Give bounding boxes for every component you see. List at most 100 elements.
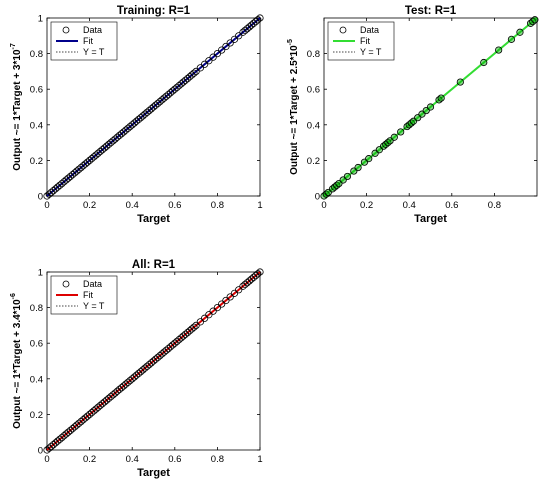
data-point [75,419,83,427]
data-point [81,160,89,168]
data-point [88,155,96,163]
data-point [128,121,136,129]
data-point [111,389,119,397]
subplot-2: 0 0.2 0.4 0.6 0.8 0 0.2 0.4 0.6 0.8 Test: R=1 Targe… [287,5,539,225]
data-point [250,273,258,281]
y-tick-label: 1 [38,268,43,279]
data-point [47,442,55,451]
x-tick-label: 0.6 [168,454,181,465]
data-point [209,53,217,61]
data-point [126,376,134,385]
data-point [56,181,64,189]
data-point [49,441,57,449]
data-point [51,439,60,447]
data-point [120,382,128,390]
data-point [190,69,198,77]
data-point [177,80,185,88]
data-point [390,133,398,141]
data-point [162,346,170,354]
data-point [71,169,79,177]
x-tick-label: 0.4 [126,454,139,465]
data-point [100,398,109,406]
data-point [107,392,115,401]
data-point [152,355,160,363]
data-point [243,25,251,33]
chart-title: Test: R=1 [405,5,457,17]
data-point [179,78,187,86]
data-point [62,176,70,184]
data-point [115,385,124,394]
x-tick-label: 0 [44,200,49,211]
legend-marker-data [62,280,70,288]
y-tick-label: 0 [38,446,43,457]
data-point [188,71,196,79]
data-point [183,328,192,337]
data-point [196,318,204,326]
data-point [100,144,109,152]
data-point [56,435,64,443]
legend-label-data: Data [83,279,102,289]
data-point [47,188,55,197]
data-point [75,165,83,173]
data-point [181,76,190,84]
data-point [132,371,141,379]
x-tick-label: 0.8 [211,454,224,465]
x-tick-label: 0.4 [403,200,416,211]
data-point [68,425,77,433]
data-point [173,83,181,92]
data-point [139,112,147,120]
data-point [241,26,249,35]
fit-line [323,17,538,197]
data-point [426,103,435,111]
data-point [256,14,264,22]
y-axis-label-exponent: -6 [10,293,17,299]
data-point [73,167,81,175]
data-point [230,35,239,43]
data-point [218,46,226,54]
data-point [456,78,464,86]
data-point [49,187,57,195]
data-point [169,87,177,95]
data-point [98,400,106,408]
data-point [137,114,145,122]
data-point [83,158,92,166]
data-point [105,394,113,402]
data-point [166,343,175,351]
data-point [54,183,62,191]
data-point [96,147,104,156]
data-point [149,103,158,111]
data-point [90,407,98,415]
data-point [96,401,104,410]
fit-line [46,17,261,197]
data-point [134,369,143,378]
fit-line [46,271,261,451]
data-point [437,94,445,102]
data-point [154,99,162,108]
data-point [77,163,85,172]
data-point [175,336,183,344]
data-point [190,323,198,331]
data-point [90,153,98,161]
data-point [120,128,128,136]
data-point [68,171,77,179]
x-tick-label: 0 [321,200,326,211]
y-tick-label: 0.2 [30,156,43,167]
legend-label-fit: Fit [83,36,93,46]
data-point [250,19,258,27]
subplot-3: 0 0.2 0.4 0.6 0.8 1 0 0.2 0.4 0.6 0.8 1 All: R=1 Targ… [10,259,264,479]
data-point [139,366,147,374]
data-point [186,327,194,335]
chart-title: All: R=1 [132,259,176,271]
data-point [154,353,162,362]
data-point [480,58,488,67]
x-tick-label: 1 [257,200,262,211]
x-axis-label: Target [414,213,447,225]
legend-label-identity: Y = T [83,301,105,311]
data-point [81,414,89,422]
data-point [531,16,539,24]
data-point [205,57,213,65]
data-point [71,423,79,431]
data-point [66,172,75,181]
